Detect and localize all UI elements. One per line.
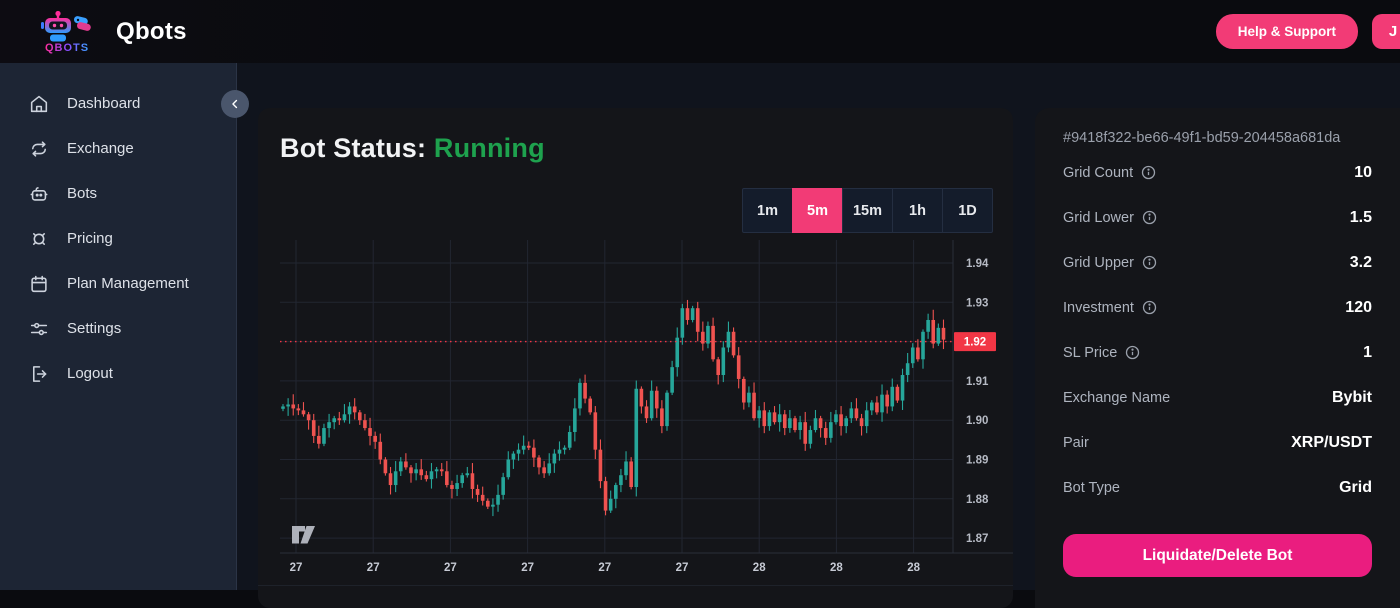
bot-status-card: Bot Status: Running 1m 5m 15m 1h 1D 1.94 1.93… <box>258 108 1013 608</box>
timeframe-button-1h[interactable]: 1h <box>892 188 943 233</box>
pricing-icon <box>32 232 46 245</box>
python-icon <box>73 15 91 31</box>
sidebar-item-label: Dashboard <box>67 95 141 112</box>
date-axis-label: 28 <box>830 562 843 574</box>
price-axis-label: 1.93 <box>966 297 988 309</box>
sidebar-item-label: Settings <box>67 320 122 337</box>
date-axis-label: 27 <box>290 562 303 574</box>
panel-row-pair: Pair XRP/USDT <box>1063 420 1372 465</box>
panel-row-label: Pair <box>1063 434 1089 451</box>
sidebar-item-settings[interactable]: Settings <box>0 306 236 351</box>
sidebar-item-label: Plan Management <box>67 275 189 292</box>
price-axis-label: 1.88 <box>966 494 989 506</box>
sidebar-item-label: Pricing <box>67 230 113 247</box>
info-icon[interactable] <box>1125 345 1140 360</box>
brand-title: Qbots <box>116 17 187 45</box>
price-chart[interactable]: 1.941.931.921.911.901.891.881.871.922727… <box>280 240 1013 575</box>
panel-row-value: Grid <box>1339 478 1372 496</box>
sidebar-item-label: Logout <box>67 365 113 382</box>
page-title: Bot Status: Running <box>280 133 545 164</box>
panel-row-label: SL Price <box>1063 345 1140 361</box>
info-icon[interactable] <box>1142 210 1157 225</box>
liquidate-delete-bot-button[interactable]: Liquidate/Delete Bot <box>1063 534 1372 577</box>
info-icon[interactable] <box>1141 165 1156 180</box>
date-axis-label: 27 <box>676 562 689 574</box>
sidebar-item-label: Exchange <box>67 140 134 157</box>
timeframe-button-1m[interactable]: 1m <box>742 188 793 233</box>
logout-icon <box>32 365 47 382</box>
qbots-logo: QBOTS <box>36 10 98 54</box>
panel-row-label: Exchange Name <box>1063 389 1171 406</box>
panel-row-value: XRP/USDT <box>1291 433 1372 451</box>
date-axis-label: 27 <box>444 562 457 574</box>
price-axis-label: 1.89 <box>966 455 988 467</box>
bot-details-panel: #9418f322-be66-49f1-bd59-204458a681da Gr… <box>1035 108 1400 608</box>
panel-row-label: Grid Lower <box>1063 210 1157 226</box>
date-axis-label: 28 <box>907 562 920 574</box>
info-icon[interactable] <box>1142 255 1157 270</box>
date-axis-label: 27 <box>521 562 534 574</box>
panel-row-bot-type: Bot Type Grid <box>1063 465 1372 510</box>
robot-logo-icon <box>41 10 91 41</box>
timeframe-button-group: 1m 5m 15m 1h 1D <box>742 188 993 233</box>
sidebar-item-dashboard[interactable]: Dashboard <box>0 81 236 126</box>
price-axis-label: 1.91 <box>966 376 989 388</box>
sidebar-item-bots[interactable]: Bots <box>0 171 236 216</box>
info-icon[interactable] <box>1142 300 1157 315</box>
panel-row-value: 120 <box>1345 298 1372 316</box>
sidebar-item-plan-management[interactable]: Plan Management <box>0 261 236 306</box>
price-axis-label: 1.90 <box>966 415 988 427</box>
panel-row-value: 3.2 <box>1349 253 1372 271</box>
sidebar-collapse-button[interactable] <box>221 90 249 118</box>
price-axis-label: 1.87 <box>966 533 988 545</box>
price-axis-label: 1.94 <box>966 258 989 270</box>
panel-row-label: Investment <box>1063 300 1157 316</box>
date-axis-label: 27 <box>598 562 611 574</box>
panel-row-grid-lower: Grid Lower 1.5 <box>1063 195 1372 240</box>
panel-row-value: 10 <box>1354 163 1372 181</box>
sidebar-item-pricing[interactable]: Pricing <box>0 216 236 261</box>
bot-status-label: Bot Status: <box>280 133 427 163</box>
card-divider <box>258 585 1013 586</box>
timeframe-button-5m[interactable]: 5m <box>792 188 843 233</box>
date-axis-label: 27 <box>367 562 380 574</box>
panel-row-sl-price: SL Price 1 <box>1063 330 1372 375</box>
sidebar-item-logout[interactable]: Logout <box>0 351 236 396</box>
sidebar-item-exchange[interactable]: Exchange <box>0 126 236 171</box>
bot-status-value: Running <box>433 133 545 163</box>
panel-row-value: Bybit <box>1332 388 1372 406</box>
panel-row-grid-count: Grid Count 10 <box>1063 150 1372 195</box>
tradingview-logo-icon[interactable] <box>292 526 315 544</box>
sidebar-item-label: Bots <box>67 185 98 202</box>
logo-wordmark: QBOTS <box>44 41 90 54</box>
exchange-icon <box>31 140 47 157</box>
panel-row-value: 1.5 <box>1349 208 1372 226</box>
timeframe-button-15m[interactable]: 15m <box>842 188 893 233</box>
panel-row-exchange-name: Exchange Name Bybit <box>1063 375 1372 420</box>
panel-row-label: Grid Count <box>1063 165 1156 181</box>
last-price-label: 1.92 <box>964 337 986 349</box>
sidebar-nav: Dashboard Exchange Bots Pricing Plan Managem… <box>0 63 237 590</box>
panel-row-label: Grid Upper <box>1063 255 1157 271</box>
bot-id: #9418f322-be66-49f1-bd59-204458a681da <box>1063 130 1341 146</box>
panel-row-grid-upper: Grid Upper 3.2 <box>1063 240 1372 285</box>
chevron-left-icon <box>232 99 238 109</box>
panel-row-label: Bot Type <box>1063 479 1120 496</box>
home-icon <box>30 95 48 112</box>
robot-icon <box>30 186 48 201</box>
sliders-icon <box>30 322 48 335</box>
user-avatar-button[interactable]: J <box>1372 14 1400 49</box>
date-axis-label: 28 <box>753 562 766 574</box>
timeframe-button-1D[interactable]: 1D <box>942 188 993 233</box>
help-support-button[interactable]: Help & Support <box>1215 14 1358 49</box>
top-navbar: QBOTS Qbots Help & Support J <box>0 0 1400 63</box>
last-price-tag <box>954 332 996 352</box>
panel-row-value: 1 <box>1363 343 1372 361</box>
panel-row-investment: Investment 120 <box>1063 285 1372 330</box>
calendar-icon <box>31 275 47 292</box>
